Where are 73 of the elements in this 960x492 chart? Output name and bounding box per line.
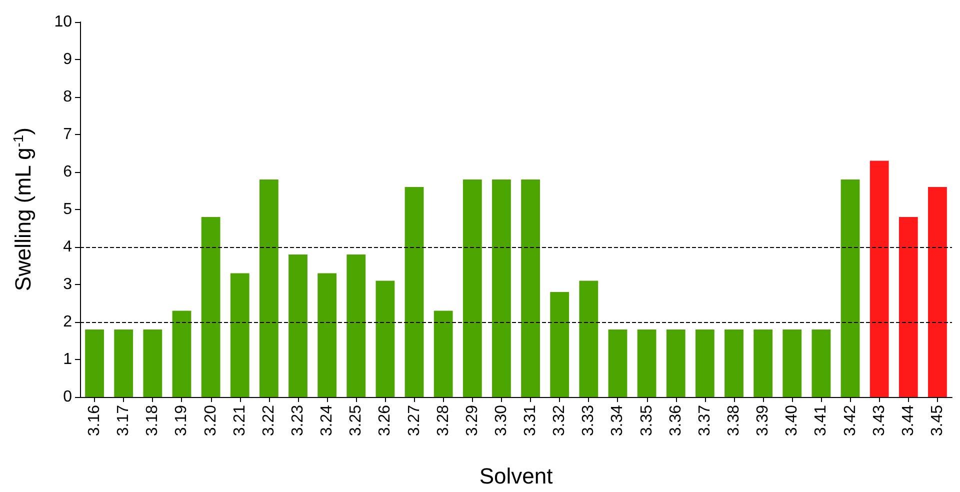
bar <box>782 330 802 397</box>
bar <box>579 280 598 397</box>
bar <box>201 217 220 397</box>
y-tick-label: 2 <box>63 314 72 330</box>
bar <box>812 330 831 397</box>
x-tick-label: 3.21 <box>231 404 248 436</box>
y-tick-label: 0 <box>63 388 72 406</box>
bar <box>492 180 511 397</box>
x-tick-label: 3.16 <box>86 404 104 436</box>
y-tick-label: 10 <box>54 14 72 30</box>
bar <box>608 330 628 397</box>
bar <box>695 330 714 397</box>
bar <box>114 330 134 397</box>
x-tick-label: 3.28 <box>434 404 452 436</box>
x-tick-label: 3.22 <box>260 404 278 436</box>
bar <box>870 160 889 397</box>
x-tick-label: 3.42 <box>842 404 859 436</box>
y-tick-label: 3 <box>63 276 72 293</box>
y-tick-label: 5 <box>63 201 72 218</box>
bar <box>898 217 918 397</box>
x-axis-title: Solvent <box>479 464 553 488</box>
x-tick-label: 3.34 <box>609 404 626 436</box>
y-tick-label: 8 <box>63 88 72 106</box>
x-tick-label: 3.24 <box>318 404 336 436</box>
x-tick-label: 3.31 <box>522 404 540 436</box>
bar <box>754 330 773 397</box>
bar <box>521 180 540 397</box>
y-tick-label: 6 <box>63 164 72 180</box>
x-tick-label: 3.35 <box>638 404 656 436</box>
x-tick-label: 3.25 <box>348 404 365 436</box>
x-tick-label: 3.19 <box>173 404 190 436</box>
y-tick-label: 1 <box>63 351 72 368</box>
bar <box>172 310 192 397</box>
bar <box>404 187 424 397</box>
x-tick-label: 3.45 <box>928 404 946 436</box>
bar <box>637 330 656 397</box>
bar <box>346 254 366 397</box>
x-tick-label: 3.38 <box>726 404 742 436</box>
bar <box>376 280 395 397</box>
y-tick-label: 9 <box>63 51 72 68</box>
bar <box>259 180 278 397</box>
x-tick-label: 3.41 <box>812 404 830 436</box>
bar <box>230 273 250 397</box>
x-tick-label: 3.27 <box>406 404 423 436</box>
x-tick-label: 3.17 <box>115 404 132 436</box>
bar <box>724 330 744 397</box>
x-tick-label: 3.39 <box>754 404 772 436</box>
y-tick-label: 4 <box>63 238 72 256</box>
bar <box>462 180 482 397</box>
bar <box>318 273 337 397</box>
x-tick-label: 3.32 <box>551 404 568 436</box>
x-tick-label: 3.23 <box>290 404 306 436</box>
y-tick-label: 7 <box>63 126 72 143</box>
x-tick-label: 3.43 <box>870 404 888 436</box>
x-tick-label: 3.18 <box>144 404 162 436</box>
bar <box>288 254 308 397</box>
y-axis-title: Swelling (mL g-1) <box>10 127 36 292</box>
bar <box>143 330 162 397</box>
x-tick-label: 3.44 <box>900 404 917 436</box>
bar <box>840 180 860 397</box>
x-tick-label: 3.40 <box>784 404 801 436</box>
bar <box>666 330 686 397</box>
x-tick-label: 3.36 <box>667 404 684 436</box>
bar <box>85 330 104 397</box>
x-tick-label: 3.26 <box>376 404 394 436</box>
bar <box>550 292 570 397</box>
x-tick-label: 3.29 <box>464 404 481 436</box>
bar <box>928 187 947 397</box>
bar <box>434 310 453 397</box>
x-tick-label: 3.30 <box>492 404 510 436</box>
x-tick-label: 3.37 <box>696 404 714 436</box>
x-tick-label: 3.33 <box>580 404 598 436</box>
x-tick-label: 3.20 <box>202 404 220 436</box>
